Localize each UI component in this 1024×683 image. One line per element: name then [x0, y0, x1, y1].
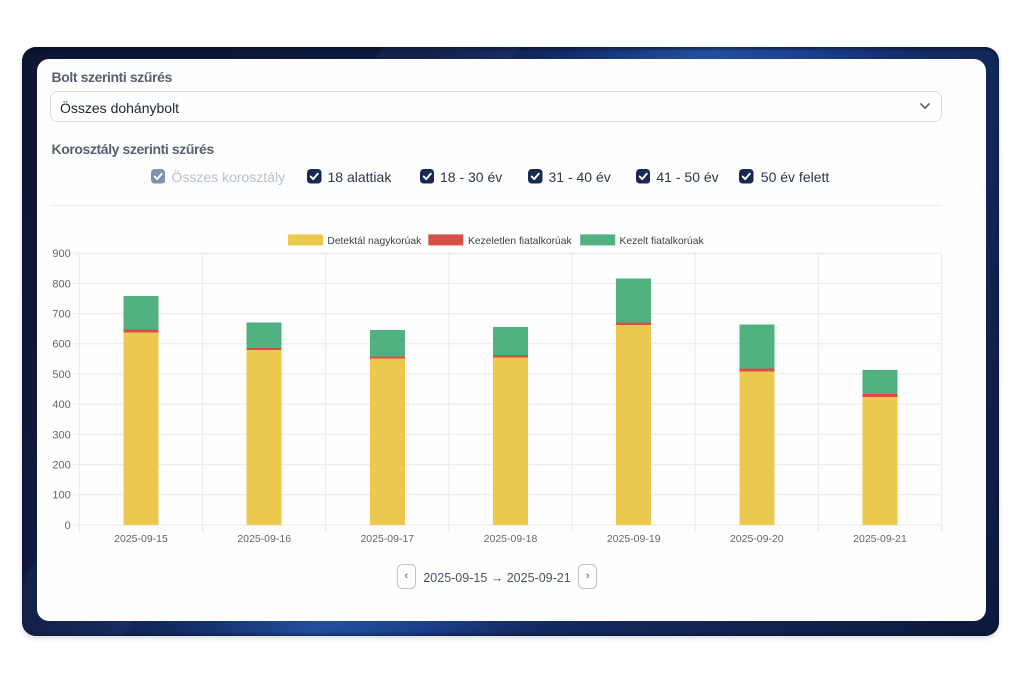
svg-text:Detektál nagykorúak: Detektál nagykorúak	[327, 236, 422, 247]
svg-text:800: 800	[52, 278, 70, 290]
svg-text:0: 0	[65, 520, 71, 532]
svg-text:2025-09-18: 2025-09-18	[484, 533, 538, 545]
svg-text:2025-09-17: 2025-09-17	[360, 533, 414, 545]
svg-text:400: 400	[52, 399, 70, 411]
svg-text:2025-09-21: 2025-09-21	[853, 533, 907, 545]
svg-text:2025-09-15: 2025-09-15	[114, 533, 168, 545]
svg-text:100: 100	[52, 490, 70, 502]
svg-text:700: 700	[52, 309, 70, 321]
svg-text:Kezeletlen fiatalkorúak: Kezeletlen fiatalkorúak	[468, 236, 572, 247]
svg-text:900: 900	[52, 248, 70, 260]
svg-text:Kezelt fiatalkorúak: Kezelt fiatalkorúak	[620, 236, 705, 247]
svg-text:500: 500	[52, 369, 70, 381]
svg-text:200: 200	[52, 460, 70, 472]
svg-text:2025-09-19: 2025-09-19	[607, 533, 661, 545]
svg-text:2025-09-20: 2025-09-20	[730, 533, 784, 545]
svg-text:2025-09-16: 2025-09-16	[237, 533, 291, 545]
svg-text:300: 300	[52, 429, 70, 441]
svg-text:600: 600	[52, 339, 70, 351]
